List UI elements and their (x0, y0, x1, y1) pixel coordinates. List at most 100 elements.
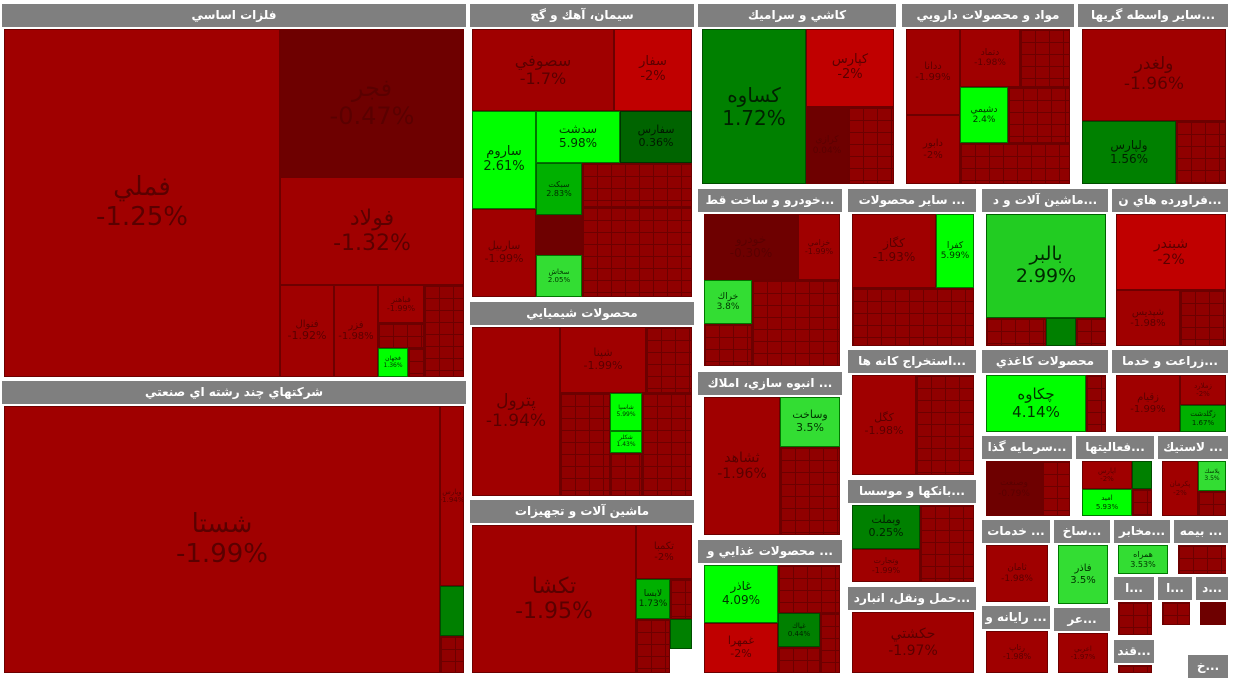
stock-tile-ghmhna[interactable]: غمهرا -2% (704, 623, 778, 673)
stock-tile-kfra[interactable]: كفرا 5.99% (936, 214, 974, 288)
stock-tile-sbekt[interactable]: سبكت 2.83% (536, 163, 582, 215)
stock-tile-vsegh[interactable]: وصنعت -0.79% (986, 461, 1042, 516)
stock-tile-fsh1[interactable]: فباهنر -1.99% (378, 285, 424, 323)
small-stocks-grid[interactable] (636, 619, 670, 673)
stock-tile-tkeshta[interactable]: تكشا -1.95% (472, 525, 636, 673)
stock-tile-shpna[interactable]: شپنا -1.99% (560, 327, 646, 393)
stock-tile-green[interactable] (670, 619, 692, 649)
sector-title[interactable]: ...ساخ (1054, 520, 1110, 543)
stock-tile-dark[interactable] (1200, 602, 1226, 625)
stock-tile-aparsa[interactable]: اپارس -2% (1082, 461, 1132, 489)
stock-tile-vbmel[interactable]: وبملت 0.25% (852, 505, 920, 549)
small-stocks-grid[interactable] (642, 393, 692, 496)
small-stocks-grid[interactable] (704, 324, 752, 366)
sector-title[interactable]: ... بيمه (1174, 520, 1228, 543)
small-stocks-grid[interactable] (646, 327, 692, 393)
sector-title[interactable]: ...خودرو و ساخت قط (698, 189, 842, 212)
small-stocks-grid[interactable] (778, 647, 820, 673)
small-stocks-grid[interactable] (986, 318, 1046, 346)
stock-tile-ghpak[interactable]: غپاك 0.44% (778, 613, 820, 647)
stock-tile-shpdis[interactable]: شپديس -1.98% (1116, 290, 1180, 346)
small-stocks-grid[interactable] (1118, 602, 1152, 635)
sector-title[interactable]: محصولات كاغذي (982, 350, 1108, 373)
sector-title[interactable]: محصولات شيميايي (470, 302, 694, 325)
stock-tile-multi-small[interactable]: وپارس -1.94% (440, 406, 464, 586)
stock-tile-khtrak[interactable]: خراك 3.8% (704, 280, 752, 324)
stock-tile-shkl[interactable]: شكلر 1.43% (610, 431, 642, 453)
stock-tile-hamrah[interactable]: همراه 3.53% (1118, 545, 1168, 574)
sector-title[interactable]: ...قند (1114, 640, 1154, 663)
stock-tile-plks[interactable]: پكرمان -2% (1162, 461, 1198, 516)
stock-tile-zgldsht[interactable]: زگلدشت 1.67% (1180, 405, 1226, 432)
small-stocks-grid[interactable] (1178, 545, 1226, 574)
sector-title[interactable]: سيمان، آهك و گچ (470, 4, 694, 27)
small-stocks-grid[interactable] (582, 163, 692, 207)
stock-tile-vlghadr[interactable]: ولغدر -1.96% (1082, 29, 1226, 121)
sector-title[interactable]: ...ا (1158, 577, 1192, 600)
stock-tile-sesofi[interactable]: سصوفي -1.7% (472, 29, 614, 111)
small-stocks-grid[interactable] (408, 348, 424, 377)
small-stocks-grid[interactable] (852, 288, 974, 346)
stock-tile-khzar[interactable]: خزامي -1.99% (798, 214, 840, 280)
stock-tile-plast[interactable]: پلاسك 3.5% (1198, 461, 1226, 491)
sector-title[interactable]: ...عر (1054, 608, 1110, 631)
small-stocks-grid[interactable] (1086, 375, 1106, 432)
small-stocks-grid[interactable] (848, 107, 894, 184)
stock-tile-ghazar[interactable]: غاذر 4.09% (704, 565, 778, 623)
stock-tile-chkave[interactable]: چكاوه 4.14% (986, 375, 1086, 432)
small-stocks-grid[interactable] (610, 453, 642, 496)
stock-tile-thmn[interactable]: ثامان -1.98% (986, 545, 1048, 602)
stock-tile-skhash[interactable]: سخاش 2.05% (536, 255, 582, 297)
sector-title[interactable]: ... لاستيك (1158, 436, 1228, 459)
stock-tile-foolad[interactable]: فولاد -1.32% (280, 177, 464, 285)
stock-tile-ksave[interactable]: كساوه 1.72% (702, 29, 806, 184)
stock-tile-vlpars[interactable]: ولپارس 1.56% (1082, 121, 1176, 184)
small-stocks-grid[interactable] (1076, 318, 1106, 346)
stock-tile-zqaz[interactable]: زقيام -1.99% (1116, 375, 1180, 432)
stock-tile-kgraz[interactable]: كگاز -1.93% (852, 214, 936, 288)
stock-tile-sarum[interactable]: ساروم 2.61% (472, 111, 536, 209)
stock-tile-vsakht[interactable]: وساخت 3.5% (780, 397, 840, 447)
sector-title[interactable]: ...خ (1188, 655, 1228, 678)
small-stocks-grid[interactable] (1118, 665, 1152, 673)
small-stocks-grid[interactable] (820, 613, 840, 673)
sector-title[interactable]: ...فعاليتها (1076, 436, 1154, 459)
small-stocks-grid[interactable] (1176, 121, 1226, 184)
small-stocks-grid[interactable] (916, 375, 974, 475)
small-stocks-grid[interactable] (1020, 29, 1070, 87)
stock-tile-rayan[interactable]: رتاپ -1.98% (986, 631, 1048, 673)
sector-title[interactable]: ...سرمايه گذا (982, 436, 1072, 459)
stock-tile-shaspa[interactable]: شاسپا 5.99% (610, 393, 642, 431)
stock-tile-dabur[interactable]: دابور -2% (906, 115, 960, 184)
small-stocks-grid[interactable] (960, 143, 1070, 184)
sector-title[interactable]: فلزات اساسي (2, 4, 466, 27)
stock-tile-green[interactable] (1132, 461, 1152, 489)
stock-tile-dark[interactable] (536, 215, 582, 255)
stock-tile-hkashti[interactable]: حكشتي -1.97% (852, 612, 974, 673)
sector-title[interactable]: ...ماشين آلات و د (982, 189, 1108, 212)
sector-title[interactable]: ...حمل ونقل، انبارد (848, 587, 976, 610)
stock-tile-amid[interactable]: اميد 5.93% (1082, 489, 1132, 516)
stock-tile-arab[interactable]: اعربي -1.97% (1058, 633, 1108, 673)
sector-title[interactable]: ...ساير واسطه گريها (1078, 4, 1228, 27)
small-stocks-grid[interactable] (560, 393, 610, 496)
small-stocks-grid[interactable] (670, 579, 692, 619)
sector-title[interactable]: ...مخابر (1114, 520, 1170, 543)
sector-title[interactable]: ... رايانه و (982, 606, 1050, 629)
stock-tile-fader[interactable]: فاذر 3.5% (1058, 545, 1108, 604)
small-stocks-grid[interactable] (1042, 461, 1070, 516)
stock-tile-fzar[interactable]: فزر -1.98% (334, 285, 378, 377)
stock-tile-fajr[interactable]: فجر -0.47% (280, 29, 464, 177)
sector-title[interactable]: كاشي و سراميك (698, 4, 896, 27)
small-stocks-grid[interactable] (778, 565, 840, 613)
stock-tile-green[interactable] (1046, 318, 1076, 346)
stock-tile-blbr[interactable]: بالبر 2.99% (986, 214, 1106, 318)
stock-tile-dtmad[interactable]: دشيمي 2.4% (960, 87, 1008, 143)
stock-tile-shasta[interactable]: شستا -1.99% (4, 406, 440, 673)
sector-title[interactable]: ... ساير محصولات (848, 189, 976, 212)
stock-tile-ddana[interactable]: ددانا -1.99% (906, 29, 960, 115)
stock-tile-dtmsi[interactable]: دتماد -1.98% (960, 29, 1020, 87)
small-stocks-grid[interactable] (752, 280, 840, 366)
small-stocks-grid[interactable] (440, 636, 464, 673)
stock-tile-green[interactable]: فجهان 1.36% (378, 348, 408, 377)
